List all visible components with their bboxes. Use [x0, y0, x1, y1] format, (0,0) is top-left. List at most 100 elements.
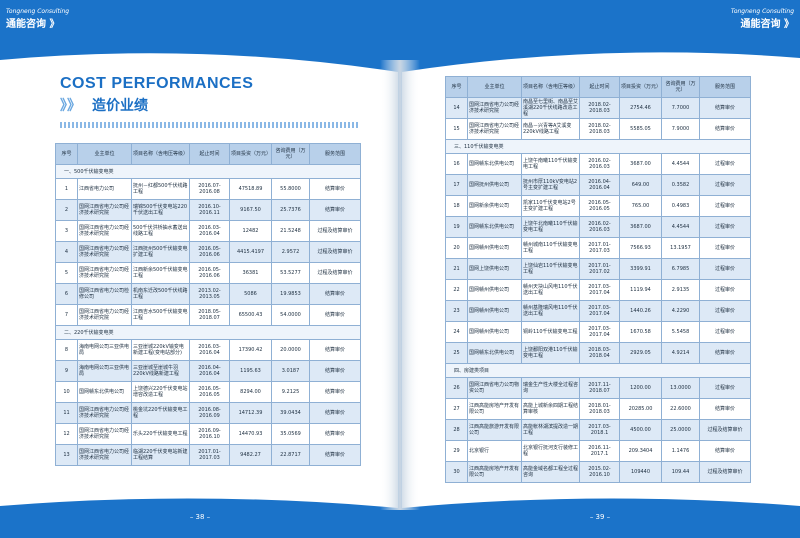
header-cell: 项目投资（万元）	[229, 143, 272, 165]
cell: 高能金域名都工程全过程咨询	[521, 461, 580, 483]
cell: 9.2125	[271, 381, 310, 403]
cell: 过程及结算审价	[699, 461, 751, 483]
cell: 国网江西省电力公司经济技术研究院	[467, 97, 522, 119]
cell: 2017.01-2017.03	[189, 444, 230, 466]
cell: 过程及结算审价	[699, 419, 751, 441]
section-row: 四、房建类项目	[445, 363, 751, 378]
cell: 上饶午北南曦110千伏输变电工程	[521, 216, 580, 238]
brand-cn: 通能咨询 》	[740, 19, 794, 30]
cell: 47518.89	[229, 178, 272, 200]
cell: 2016.08-2016.09	[189, 402, 230, 424]
cell: 2016.10-2016.11	[189, 199, 230, 221]
cell: 9	[55, 360, 78, 382]
cell: 5	[55, 262, 78, 284]
cell: 结算审价	[309, 339, 361, 361]
cell: 结算审价	[309, 360, 361, 382]
cell: 结算审价	[699, 97, 751, 119]
cell: 机南东迁改500千伏线路工程	[131, 283, 190, 305]
cell: 结算审价	[309, 381, 361, 403]
cell: 53.5277	[271, 262, 310, 284]
cell: 2.9572	[271, 241, 310, 263]
cell: 4415.4197	[229, 241, 272, 263]
cell: 2017.03-2017.04	[579, 300, 620, 322]
cell: 1.1476	[661, 440, 700, 462]
cell: 20285.00	[619, 398, 662, 420]
cell: 国网江西省电力公司检修公司	[77, 283, 132, 305]
cell: 南昌－兴青等A艾溪变220kV线路工程	[521, 118, 580, 140]
title-en: COST PERFORMANCES	[60, 75, 254, 92]
cell: 过程审价	[699, 279, 751, 301]
cell: 765.00	[619, 195, 662, 217]
cell: 赣州基隆瑞风电110千伏送出工程	[521, 300, 580, 322]
data-row: 14 国网江西省电力公司经济技术研究院 南昌至七里街、南昌至艾溪湖220千伏线路改造…	[445, 97, 751, 119]
cell: 2754.46	[619, 97, 662, 119]
cell: 凯家110千伏变电站2号主变扩建工程	[521, 195, 580, 217]
cell: 临湖220千伏变电站新建工程结算	[131, 444, 190, 466]
cell: 北京银行	[467, 440, 522, 462]
cell: 国网赣州供电公司	[467, 279, 522, 301]
cell: 12482	[229, 220, 272, 242]
table: 序号 业主单位 项目名称（含电压等级） 起止时间 项目投资（万元） 咨询费用（万元） 服务范…	[55, 143, 361, 466]
data-row: 17 国网抚州供电公司 抚州市厚110kV变电站2号主变扩建工程 2016.04-20…	[445, 174, 751, 196]
cell: 结算审价	[699, 342, 751, 364]
data-row: 20 国网赣州供电公司 赣州城南110千伏输变电工程 2017.01-2017.03 7…	[445, 237, 751, 259]
data-row: 4 国网江西省电力公司经济技术研究院 江西抚州500千伏输变电扩建工程 2016.05…	[55, 241, 361, 263]
cell: 1119.94	[619, 279, 662, 301]
cell: 过程审价	[699, 300, 751, 322]
data-row: 25 国网赣东北供电公司 上饶鄱阳双港110千伏输变电工程 2018.03-2018.…	[445, 342, 751, 364]
cell: 过程审价	[699, 237, 751, 259]
cell: 结算审价	[699, 440, 751, 462]
cell: 109440	[619, 461, 662, 483]
data-row: 30 江西高能房地产开发有限公司 高能金域名都工程全过程咨询 2015.02-2016…	[445, 461, 751, 483]
cell: 过程及结算审价	[309, 262, 361, 284]
cell: 上饶德兴220千伏变电站增容改造工程	[131, 381, 190, 403]
cell: 过程及结算审价	[309, 220, 361, 242]
cell: 乐头220千伏输变电工程	[131, 423, 190, 445]
cell: 铜岭110千伏输变电工程	[521, 321, 580, 343]
cell: 国网赣州供电公司	[467, 237, 522, 259]
cell: 国网江西省电力公司经济技术研究院	[77, 220, 132, 242]
header-cell: 咨询费用（万元）	[661, 76, 700, 98]
cell: 江西高能旅游开发有限公司	[467, 419, 522, 441]
cell: 2016.02-2016.03	[579, 153, 620, 175]
cell: 1	[55, 178, 78, 200]
brand-cn: 通能咨询 》	[6, 19, 60, 30]
cell: 19	[445, 216, 468, 238]
cell: 3	[55, 220, 78, 242]
cell: 江西新余500千伏输变电工程	[131, 262, 190, 284]
cell: 瑞金生产性大楼全过程咨询	[521, 377, 580, 399]
cell: 4.4544	[661, 216, 700, 238]
cell: 过程审价	[699, 174, 751, 196]
cell: 2017.03-2017.04	[579, 321, 620, 343]
cell: 国网江西省电力公司经济技术研究院	[77, 423, 132, 445]
page-number: – 39 –	[589, 513, 611, 521]
cell: 500千伏洪桥抽水蓄送出线路工程	[131, 220, 190, 242]
cell: 国网赣东北供电公司	[467, 342, 522, 364]
data-row: 28 江西高能旅游开发有限公司 高能帐林湖滨提改造一期工程 2017.03-2018.…	[445, 419, 751, 441]
cell: 过程审价	[699, 195, 751, 217]
cell: 9482.27	[229, 444, 272, 466]
cell: 国网抚州供电公司	[467, 174, 522, 196]
cell: 2017.03-2018.1	[579, 419, 620, 441]
cell: 2016.04-2016.04	[579, 174, 620, 196]
brand-en: Tongneng Consulting	[6, 8, 70, 15]
cell: 国网江西省电力公司物资公司	[467, 377, 522, 399]
cell: 2016.05-2016.05	[189, 381, 230, 403]
cell: 18	[445, 195, 468, 217]
data-row: 11 国网江西省电力公司经济技术研究院 桃金坑220千伏输变电工程 2016.08-2…	[55, 402, 361, 424]
cell: 3687.00	[619, 216, 662, 238]
cell: 结算审价	[309, 423, 361, 445]
cell: 江西抚州500千伏输变电扩建工程	[131, 241, 190, 263]
section-title: 二、220千伏输变电类	[55, 325, 361, 340]
cell: 过程审价	[699, 377, 751, 399]
cell: 25.0000	[661, 419, 700, 441]
cell: 19.9853	[271, 283, 310, 305]
cell: 2016.03-2016.04	[189, 220, 230, 242]
cell: 抚州－红都500千伏线路工程	[131, 178, 190, 200]
cell: 21	[445, 258, 468, 280]
cell: 54.0000	[271, 304, 310, 326]
header-cell: 服务范围	[309, 143, 361, 165]
cell: 3.0187	[271, 360, 310, 382]
data-row: 26 国网江西省电力公司物资公司 瑞金生产性大楼全过程咨询 2017.11-2018.…	[445, 377, 751, 399]
cell: 209.3404	[619, 440, 662, 462]
